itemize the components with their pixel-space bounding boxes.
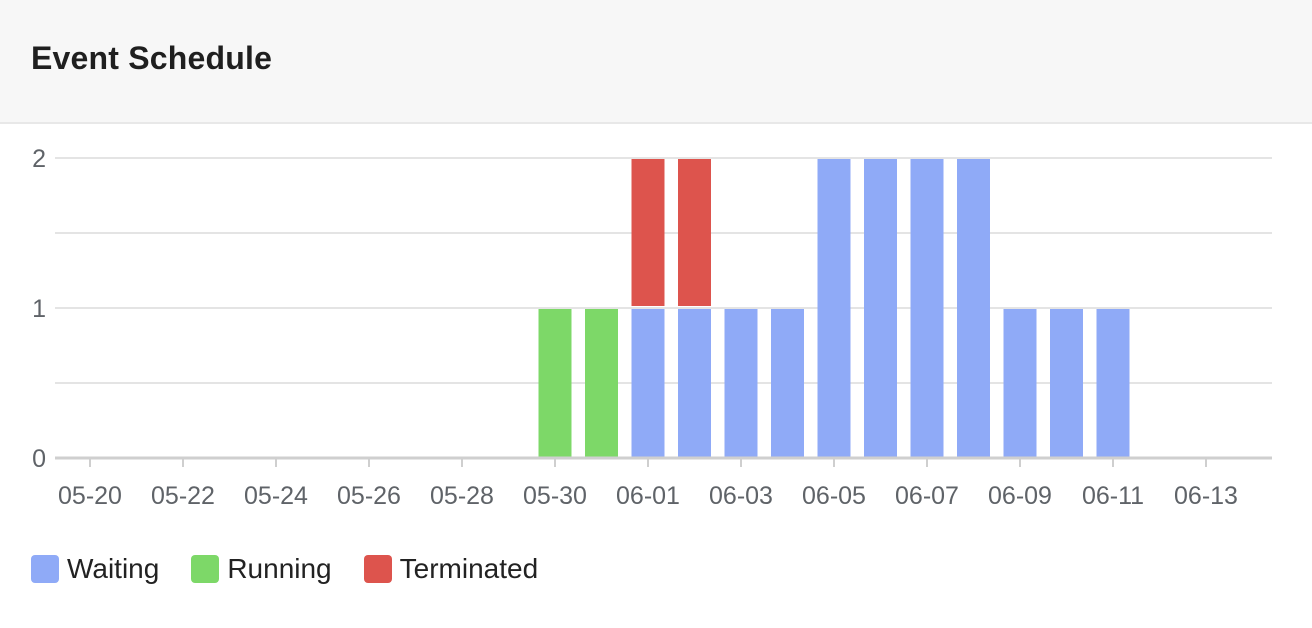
x-tick-label: 05-30: [523, 482, 587, 510]
x-tick-label: 06-09: [988, 482, 1052, 510]
legend-label-waiting: Waiting: [67, 553, 160, 584]
event-schedule-chart: 0 1 2 05-20 05-22 05-24 05-26 05-28 05-30 06-01 06…: [32, 145, 1272, 510]
legend-swatch-terminated: [363, 555, 392, 583]
bar-waiting: [771, 309, 804, 458]
bar-waiting: [910, 159, 944, 458]
bar-waiting: [678, 309, 711, 458]
bar-waiting: [631, 309, 665, 458]
card-title: Event Schedule: [31, 40, 273, 76]
bar-waiting: [1050, 309, 1083, 458]
legend-label-terminated: Terminated: [399, 553, 539, 584]
x-tick-label: 05-22: [151, 482, 215, 510]
bar-waiting: [817, 159, 851, 458]
legend-item-terminated[interactable]: Terminated: [363, 553, 539, 585]
x-tick-label: 05-26: [337, 482, 401, 510]
legend-item-running[interactable]: Running: [191, 553, 332, 585]
bar-terminated: [631, 159, 665, 306]
bar-running: [538, 309, 572, 458]
legend-label-running: Running: [227, 553, 332, 584]
bar-waiting: [864, 159, 897, 458]
bar-waiting: [1003, 309, 1037, 458]
bar-waiting: [724, 309, 758, 458]
x-tick-label: 06-03: [709, 482, 773, 510]
x-tick-label: 06-05: [802, 482, 866, 510]
x-tick-label: 05-24: [244, 482, 308, 510]
y-tick-label: 2: [32, 145, 46, 173]
x-tick-label: 05-20: [58, 482, 122, 510]
bar-terminated: [678, 159, 711, 306]
y-tick-label: 0: [32, 445, 46, 473]
x-tick-label: 06-07: [895, 482, 959, 510]
card-header: Event Schedule: [0, 0, 1312, 124]
x-tick-label: 06-11: [1082, 482, 1144, 510]
bar-running: [585, 309, 618, 458]
x-tick-label: 05-28: [430, 482, 494, 510]
legend-swatch-waiting: [31, 555, 59, 583]
y-tick-label: 1: [32, 295, 46, 323]
legend-swatch-running: [191, 555, 220, 583]
chart-legend: Waiting Running Terminated: [31, 553, 570, 585]
x-tick-label: 06-13: [1174, 482, 1238, 510]
x-tick-label: 06-01: [616, 482, 680, 510]
bar-waiting: [1096, 309, 1130, 458]
bar-waiting: [957, 159, 990, 458]
legend-item-waiting[interactable]: Waiting: [31, 553, 159, 585]
